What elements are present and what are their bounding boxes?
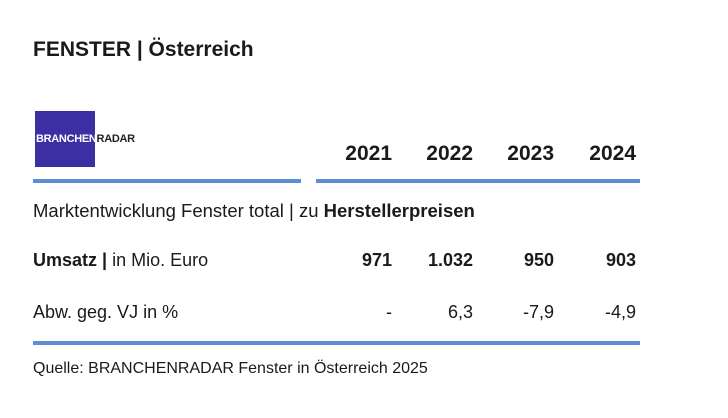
- row-label: Abw. geg. VJ in %: [33, 302, 178, 323]
- column-header: 2023: [507, 142, 554, 165]
- row-label-text: in Mio. Euro: [107, 250, 209, 270]
- logo-part: BRANCHEN: [36, 133, 97, 145]
- cell: 971: [361, 250, 392, 270]
- row-label: Umsatz | in Mio. Euro: [33, 250, 208, 271]
- subtitle-bold: Herstellerpreisen: [323, 200, 475, 221]
- rule: [33, 341, 640, 345]
- column-header: 2022: [426, 142, 473, 165]
- rule: [33, 179, 301, 183]
- column-header: 2024: [589, 142, 636, 165]
- logo-box: [35, 111, 95, 167]
- logo: BRANCHENRADAR: [36, 133, 135, 145]
- source: Quelle: BRANCHENRADAR Fenster in Österre…: [33, 360, 428, 377]
- row-label-bold: Umsatz |: [33, 250, 108, 270]
- rule: [316, 179, 640, 183]
- logo-part: RADAR: [96, 133, 136, 145]
- subtitle: Marktentwicklung Fenster total | zu Hers…: [33, 200, 475, 222]
- cell: -7,9: [522, 302, 554, 322]
- cell: -: [386, 302, 392, 322]
- column-header: 2021: [345, 142, 392, 165]
- row-label-text: Abw. geg. VJ in %: [33, 302, 179, 322]
- cell: 903: [605, 250, 636, 270]
- cell: 1.032: [427, 250, 473, 270]
- subtitle-text: Marktentwicklung Fenster total | zu: [33, 200, 324, 221]
- title: FENSTER | Österreich: [33, 38, 254, 61]
- cell: 950: [523, 250, 554, 270]
- cell: -4,9: [604, 302, 636, 322]
- cell: 6,3: [447, 302, 473, 322]
